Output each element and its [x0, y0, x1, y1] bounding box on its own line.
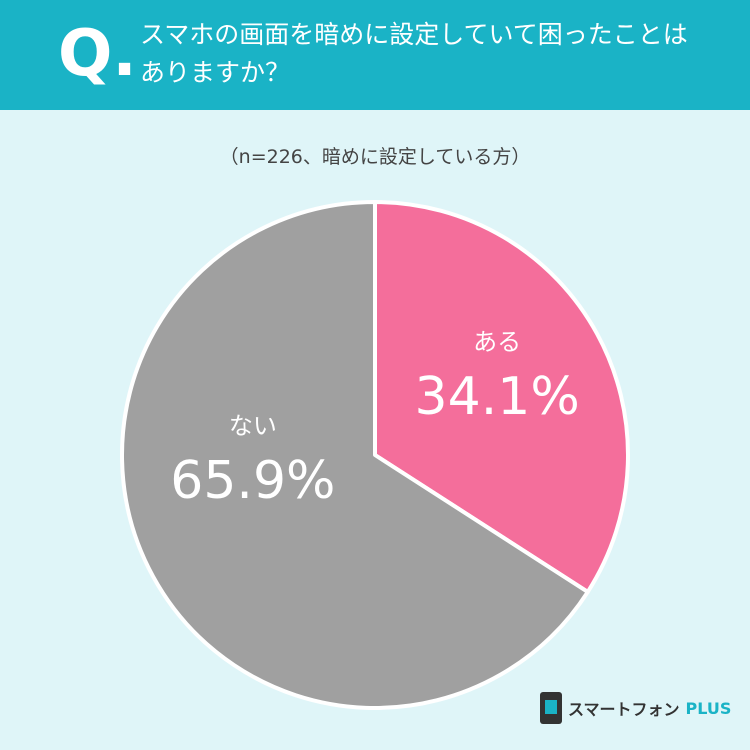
chart-title: スマホの画面を暗めに設定していて困ったことはありますか？ [140, 20, 688, 87]
brand-logo: スマートフォン PLUS [540, 690, 731, 726]
header: Q. スマホの画面を暗めに設定していて困ったことはありますか？ [0, 0, 750, 110]
slice-label: ある [473, 328, 521, 356]
question-marker: Q. [58, 17, 137, 91]
value-label: 65.9% [170, 451, 335, 511]
slice-label: ない [229, 412, 277, 440]
pie-slice [120, 200, 590, 710]
brand-suffix: PLUS [685, 698, 732, 718]
brand-icon [540, 692, 562, 724]
brand-name: スマートフォン [568, 700, 680, 719]
value-label: 34.1% [415, 367, 580, 427]
chart-subtitle: （n=226、暗めに設定している方） [219, 146, 531, 168]
